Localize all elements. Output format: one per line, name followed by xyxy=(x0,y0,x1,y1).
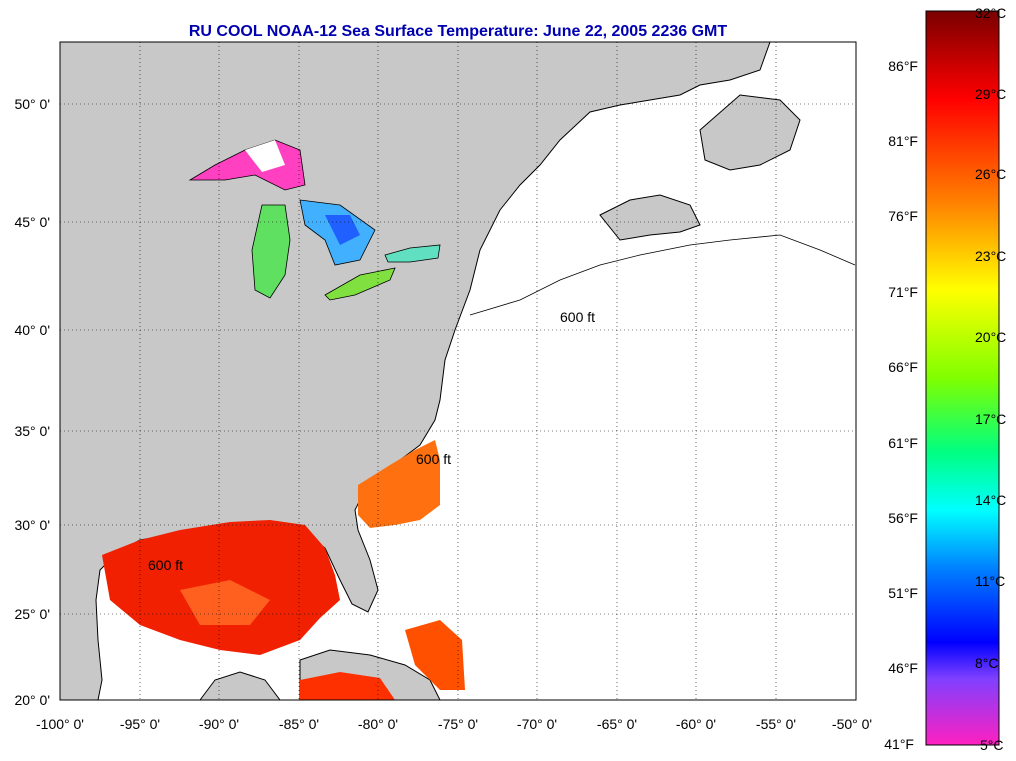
lon-label: -80° 0' xyxy=(358,716,398,732)
fahrenheit-label: 66°F xyxy=(888,359,918,375)
celsius-label: 20°C xyxy=(975,329,1006,345)
land-nova-scotia xyxy=(599,194,701,241)
fahrenheit-label: 56°F xyxy=(888,510,918,526)
fahrenheit-label: 51°F xyxy=(888,585,918,601)
isobath-label: 600 ft xyxy=(560,309,595,325)
lon-label: -95° 0' xyxy=(120,716,160,732)
lon-label: -100° 0' xyxy=(36,716,84,732)
map-title: RU COOL NOAA-12 Sea Surface Temperature:… xyxy=(188,23,728,40)
lat-label: 20° 0' xyxy=(14,692,50,708)
lon-label: -70° 0' xyxy=(517,716,557,732)
land-yucatan xyxy=(199,671,281,700)
lon-label: -60° 0' xyxy=(676,716,716,732)
celsius-label: 29°C xyxy=(975,86,1006,102)
lon-label: -50° 0' xyxy=(832,716,872,732)
celsius-label: 14°C xyxy=(975,492,1006,508)
land-newfoundland xyxy=(699,94,801,171)
sst-gulf-stream xyxy=(358,440,440,528)
fahrenheit-label: 71°F xyxy=(888,284,918,300)
celsius-label: 5°C xyxy=(980,737,1004,753)
latitude-labels: 50° 0' 45° 0' 40° 0' 35° 0' 30° 0' 25° 0… xyxy=(14,96,50,708)
sst-caribbean xyxy=(405,620,465,690)
fahrenheit-label: 76°F xyxy=(888,208,918,224)
celsius-label: 8°C xyxy=(975,655,999,671)
map-frame xyxy=(59,41,857,701)
celsius-label: 11°C xyxy=(975,573,1005,589)
lake-michigan xyxy=(251,204,291,299)
lake-ontario xyxy=(384,244,441,263)
celsius-label: 32°C xyxy=(975,5,1006,21)
colorbar xyxy=(925,10,1000,746)
colorbar-celsius-labels: 32°C 29°C 26°C 23°C 20°C 17°C 14°C 11°C … xyxy=(975,5,1006,753)
fahrenheit-label: 61°F xyxy=(888,435,918,451)
isobath-600ft xyxy=(469,234,856,316)
lat-label: 35° 0' xyxy=(14,423,50,439)
celsius-label: 23°C xyxy=(975,248,1006,264)
lake-erie xyxy=(324,267,396,301)
lon-label: -85° 0' xyxy=(279,716,319,732)
lon-label: -55° 0' xyxy=(756,716,796,732)
fahrenheit-label: 41°F xyxy=(884,736,914,752)
lat-label: 40° 0' xyxy=(14,322,50,338)
celsius-label: 26°C xyxy=(975,166,1006,182)
lat-label: 30° 0' xyxy=(14,517,50,533)
lon-label: -75° 0' xyxy=(438,716,478,732)
fahrenheit-label: 81°F xyxy=(888,133,918,149)
lon-label: -65° 0' xyxy=(597,716,637,732)
isobath-label: 600 ft xyxy=(416,451,451,467)
lat-label: 25° 0' xyxy=(14,606,50,622)
fahrenheit-label: 46°F xyxy=(888,660,918,676)
isobath-label: 600 ft xyxy=(148,557,183,573)
lat-label: 45° 0' xyxy=(14,214,50,230)
lat-label: 50° 0' xyxy=(14,96,50,112)
celsius-label: 17°C xyxy=(975,411,1006,427)
graticule xyxy=(60,42,856,700)
longitude-labels: -100° 0' -95° 0' -90° 0' -85° 0' -80° 0'… xyxy=(36,716,872,732)
fahrenheit-label: 86°F xyxy=(888,58,918,74)
colorbar-fahrenheit-labels: 86°F 81°F 76°F 71°F 66°F 61°F 56°F 51°F … xyxy=(884,58,918,752)
lon-label: -90° 0' xyxy=(199,716,239,732)
